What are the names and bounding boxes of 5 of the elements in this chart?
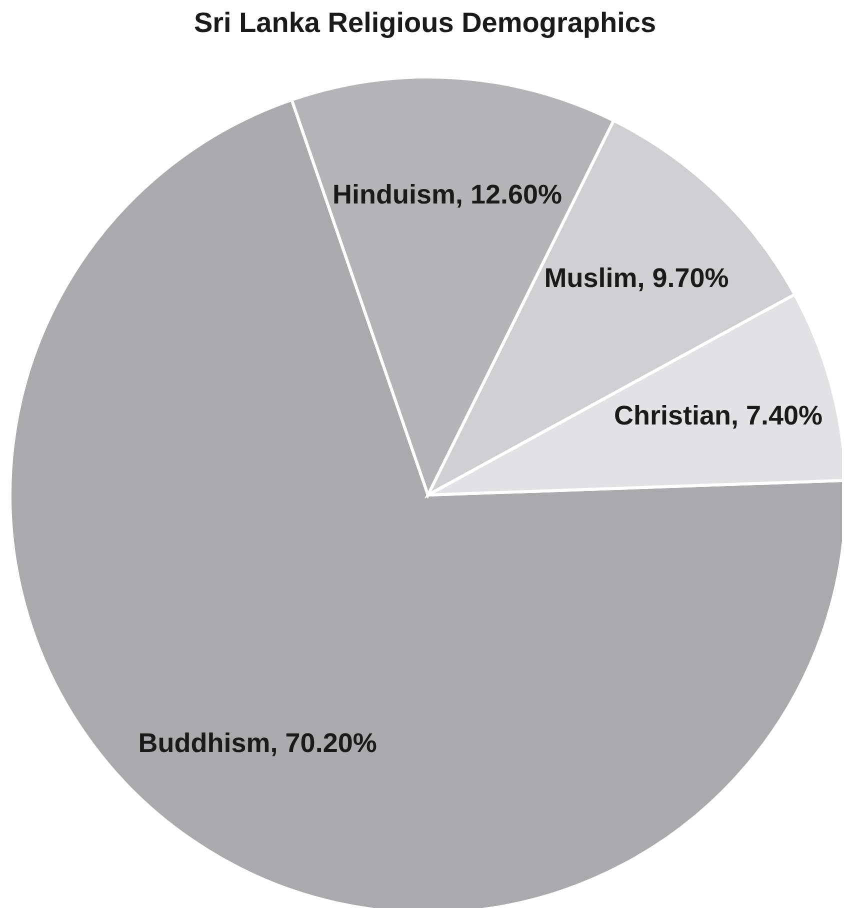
slice-label: Muslim, 9.70% <box>544 262 729 293</box>
chart-title: Sri Lanka Religious Demographics <box>192 7 658 40</box>
slice-label: Buddhism, 70.20% <box>138 728 377 758</box>
slice-label: Christian, 7.40% <box>614 400 823 430</box>
slice-label: Hinduism, 12.60% <box>332 180 562 210</box>
